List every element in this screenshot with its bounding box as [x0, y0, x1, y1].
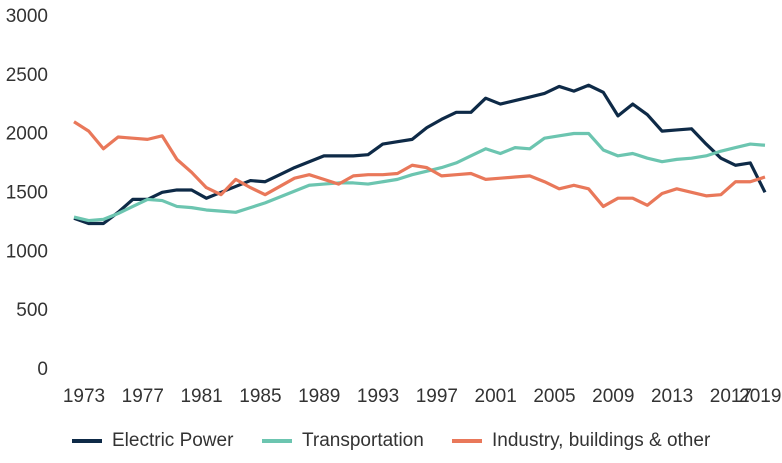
y-tick-label: 3000: [6, 6, 48, 27]
legend-label: Transportation: [302, 430, 424, 451]
series-line: [73, 83, 767, 226]
legend-label: Industry, buildings & other: [492, 430, 711, 451]
legend-label: Electric Power: [112, 430, 234, 451]
y-tick-label: 2500: [6, 65, 48, 86]
x-tick-label: 1997: [416, 386, 458, 407]
series-line: [73, 131, 766, 223]
series-line: [73, 120, 766, 209]
y-tick-label: 2000: [6, 124, 48, 145]
x-tick-label: 2005: [533, 386, 575, 407]
x-tick-label: 1981: [180, 386, 222, 407]
x-tick-label: 1973: [63, 386, 105, 407]
x-tick-label: 2009: [592, 386, 634, 407]
y-tick-label: 1000: [6, 241, 48, 262]
y-tick-label: 0: [37, 359, 48, 380]
y-tick-label: 500: [16, 300, 48, 321]
x-tick-label: 1985: [239, 386, 281, 407]
x-tick-label: 1993: [357, 386, 399, 407]
x-tick-label: 2013: [651, 386, 693, 407]
x-tick-label: 2017: [710, 386, 752, 407]
x-tick-label: 2019: [739, 386, 781, 407]
x-tick-label: 1989: [298, 386, 340, 407]
y-tick-label: 1500: [6, 183, 48, 204]
x-tick-label: 2001: [475, 386, 517, 407]
x-tick-label: 1977: [122, 386, 164, 407]
